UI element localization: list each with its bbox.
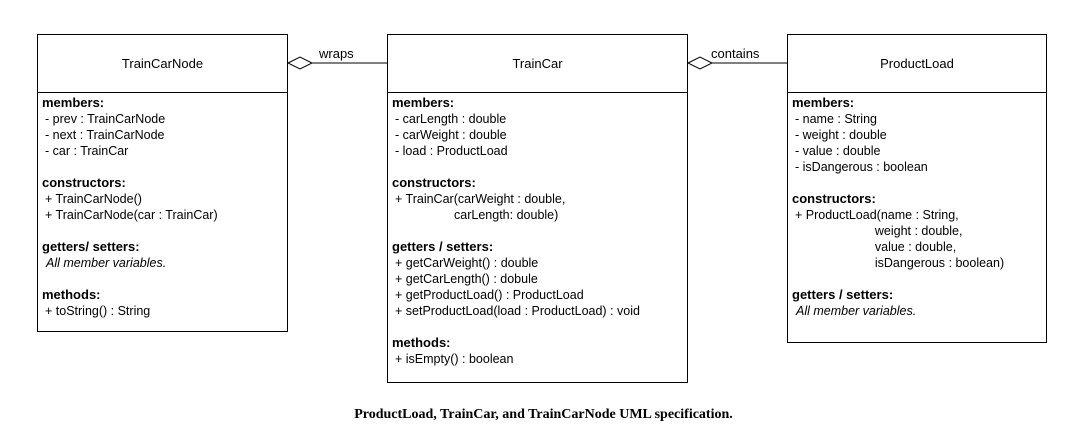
constructor-item: + TrainCarNode(car : TrainCar) — [45, 208, 218, 222]
class-name: TrainCarNode — [38, 35, 287, 93]
section-title: members: — [42, 95, 105, 110]
constructor-item: carLength: double) — [395, 208, 559, 222]
member-item: - value : double — [795, 144, 881, 158]
constructors-section: constructors: + TrainCar(carWeight : dou… — [392, 175, 687, 223]
section-title: members: — [392, 95, 455, 110]
class-body: members: - prev : TrainCarNode - next : … — [38, 92, 287, 331]
figure-caption: ProductLoad, TrainCar, and TrainCarNode … — [354, 407, 733, 422]
section-title: getters/ setters: — [42, 239, 140, 254]
constructor-item: + TrainCar(carWeight : double, — [395, 192, 566, 206]
members-section: members: - prev : TrainCarNode - next : … — [42, 95, 287, 159]
member-item: - carWeight : double — [395, 128, 507, 142]
contains-diamond — [686, 56, 714, 70]
class-body: members: - name : String - weight : doub… — [788, 92, 1046, 342]
getter-item: + getCarWeight() : double — [395, 256, 539, 270]
section-title: getters / setters: — [792, 287, 894, 302]
class-body: members: - carLength : double - carWeigh… — [388, 92, 687, 382]
class-traincar: TrainCar members: - carLength : double -… — [387, 34, 688, 383]
constructor-item: + ProductLoad(name : String, — [795, 208, 959, 222]
getters-section: getters / setters: All member variables. — [792, 287, 1046, 319]
section-title: methods: — [42, 287, 101, 302]
section-title: constructors: — [42, 175, 126, 190]
constructor-item: + TrainCarNode() — [45, 192, 142, 206]
getters-note: All member variables. — [796, 304, 917, 318]
getters-note: All member variables. — [46, 256, 167, 270]
section-title: constructors: — [792, 191, 876, 206]
section-title: constructors: — [392, 175, 476, 190]
member-item: - prev : TrainCarNode — [45, 112, 166, 126]
class-name: TrainCar — [388, 35, 687, 93]
members-section: members: - name : String - weight : doub… — [792, 95, 1046, 175]
method-item: + isEmpty() : boolean — [395, 352, 514, 366]
methods-section: methods: + toString() : String — [42, 287, 287, 319]
member-item: - name : String — [795, 112, 877, 126]
contains-label: contains — [711, 46, 760, 61]
members-section: members: - carLength : double - carWeigh… — [392, 95, 687, 159]
class-name: ProductLoad — [788, 35, 1046, 93]
member-item: - isDangerous : boolean — [795, 160, 928, 174]
getters-section: getters / setters: + getCarWeight() : do… — [392, 239, 687, 319]
class-productload: ProductLoad members: - name : String - w… — [787, 34, 1047, 343]
member-item: - next : TrainCarNode — [45, 128, 165, 142]
constructor-item: value : double, — [795, 240, 957, 254]
constructor-item: isDangerous : boolean) — [795, 256, 1005, 270]
methods-section: methods: + isEmpty() : boolean — [392, 335, 687, 367]
setter-item: + setProductLoad(load : ProductLoad) : v… — [395, 304, 640, 318]
getter-item: + getProductLoad() : ProductLoad — [395, 288, 584, 302]
class-traincarnode: TrainCarNode members: - prev : TrainCarN… — [37, 34, 288, 332]
method-item: + toString() : String — [45, 304, 151, 318]
getters-section: getters/ setters: All member variables. — [42, 239, 287, 271]
member-item: - load : ProductLoad — [395, 144, 508, 158]
constructor-item: weight : double, — [795, 224, 963, 238]
member-item: - carLength : double — [395, 112, 507, 126]
constructors-section: constructors: + TrainCarNode() + TrainCa… — [42, 175, 287, 223]
section-title: getters / setters: — [392, 239, 494, 254]
member-item: - car : TrainCar — [45, 144, 129, 158]
section-title: methods: — [392, 335, 451, 350]
wraps-diamond — [286, 56, 314, 70]
wraps-label: wraps — [319, 46, 354, 61]
constructors-section: constructors: + ProductLoad(name : Strin… — [792, 191, 1046, 271]
getter-item: + getCarLength() : dobule — [395, 272, 538, 286]
section-title: members: — [792, 95, 855, 110]
member-item: - weight : double — [795, 128, 887, 142]
